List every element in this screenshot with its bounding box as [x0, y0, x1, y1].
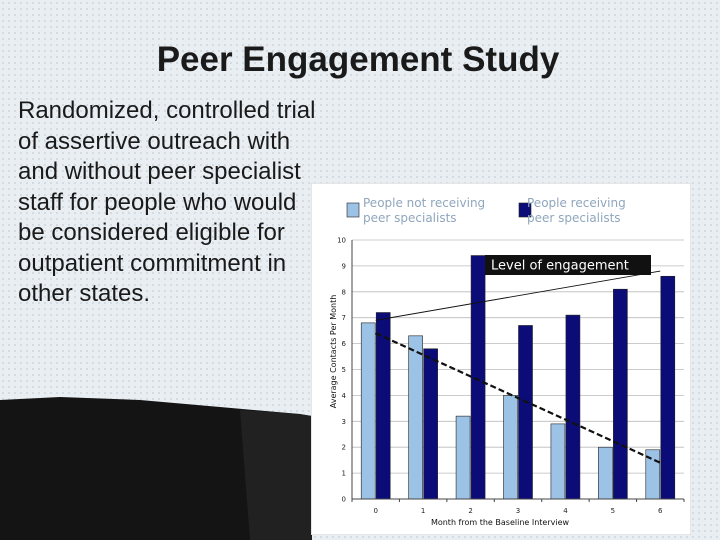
legend-label: People receiving	[527, 196, 626, 210]
y-tick-label: 9	[342, 262, 346, 270]
legend-label: People not receiving	[363, 196, 485, 210]
legend-label: peer specialists	[527, 211, 621, 225]
y-tick-label: 4	[342, 392, 347, 400]
bar-receiving	[613, 288, 628, 500]
bar-receiving	[660, 275, 676, 500]
y-tick-label: 2	[342, 444, 346, 452]
bar-not-receiving	[408, 335, 423, 500]
annotation-label: Level of engagement	[491, 259, 629, 274]
x-tick-label: 0	[373, 507, 377, 515]
x-axis-label: Month from the Baseline Interview	[431, 518, 570, 527]
trendline-dashed	[375, 332, 661, 464]
bar-receiving	[565, 314, 581, 500]
bar-receiving	[470, 255, 486, 500]
bar-receiving	[518, 325, 533, 500]
slide-title: Peer Engagement Study	[156, 40, 560, 79]
slide-body-text: Randomized, controlled trial of assertiv…	[18, 97, 316, 307]
bar-receiving	[423, 348, 438, 500]
legend-swatch	[346, 202, 360, 218]
legend-swatch	[518, 202, 532, 218]
y-tick-label: 1	[342, 470, 346, 478]
y-tick-label: 0	[342, 496, 346, 504]
trendline-solid	[375, 270, 661, 321]
legend-label: peer specialists	[363, 211, 457, 225]
y-tick-label: 8	[342, 288, 346, 296]
x-tick-label: 1	[421, 507, 425, 515]
y-axis-label: Average Contacts Per Month	[329, 295, 338, 409]
y-tick-label: 5	[342, 366, 346, 374]
bar-not-receiving	[550, 423, 566, 500]
bar-receiving	[375, 312, 391, 500]
annotation-box	[485, 255, 651, 275]
y-tick-label: 10	[337, 237, 346, 245]
x-tick-label: 3	[516, 507, 520, 515]
y-tick-label: 7	[342, 314, 346, 322]
bar-not-receiving	[455, 415, 471, 500]
y-tick-label: 3	[342, 418, 346, 426]
chart-panel: People not receiving peer specialists Peop…	[311, 183, 691, 535]
bar-not-receiving	[503, 395, 518, 500]
x-tick-label: 2	[468, 507, 472, 515]
y-tick-label: 6	[342, 340, 347, 348]
bar-not-receiving	[360, 322, 376, 500]
bar-not-receiving	[598, 446, 613, 500]
x-tick-label: 4	[563, 507, 568, 515]
x-tick-label: 6	[658, 507, 663, 515]
x-tick-label: 5	[611, 507, 615, 515]
